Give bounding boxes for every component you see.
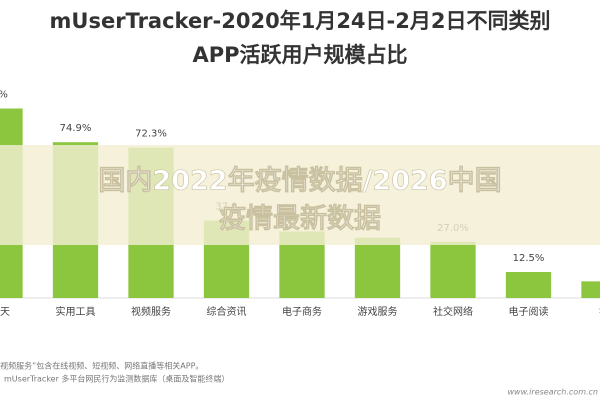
x-tick-label: 实用工具 <box>56 305 96 318</box>
value-label: 1% <box>0 90 8 101</box>
banner-text: 国内2022年疫情数据/2026中国 <box>98 165 501 197</box>
banner-text: 疫情最新数据 <box>219 203 381 235</box>
banner <box>0 145 600 245</box>
bar <box>581 281 600 298</box>
chart-title: mUserTracker-2020年1月24日-2月2日不同类别 <box>50 9 551 33</box>
x-tick-label: 聊天 <box>0 305 10 318</box>
x-tick-label: 游戏服务 <box>358 305 398 318</box>
chart-subtitle: APP活跃用户规模占比 <box>192 43 407 67</box>
bar <box>430 241 476 298</box>
value-label: 74.9% <box>60 123 92 134</box>
bar <box>505 272 552 298</box>
x-tick-label: 视频服务 <box>131 305 171 318</box>
bar <box>354 237 401 298</box>
x-tick-label: 电子商务 <box>282 305 322 318</box>
x-tick-label: 电子阅读 <box>509 305 549 318</box>
x-tick-label: 社交网络 <box>433 305 473 318</box>
note: 来源：mUserTracker 多平台网民行为监测数据库（桌面及智能终端） <box>0 374 229 384</box>
source: www.iresearch.com.cn <box>508 388 598 397</box>
value-label: 12.5% <box>513 253 545 264</box>
value-label: 72.3% <box>135 129 167 140</box>
note: 注：“视频服务”包含在线视频、短视频、网络直播等相关APP。 <box>0 361 203 371</box>
x-tick-label: 综合资讯 <box>207 305 247 318</box>
